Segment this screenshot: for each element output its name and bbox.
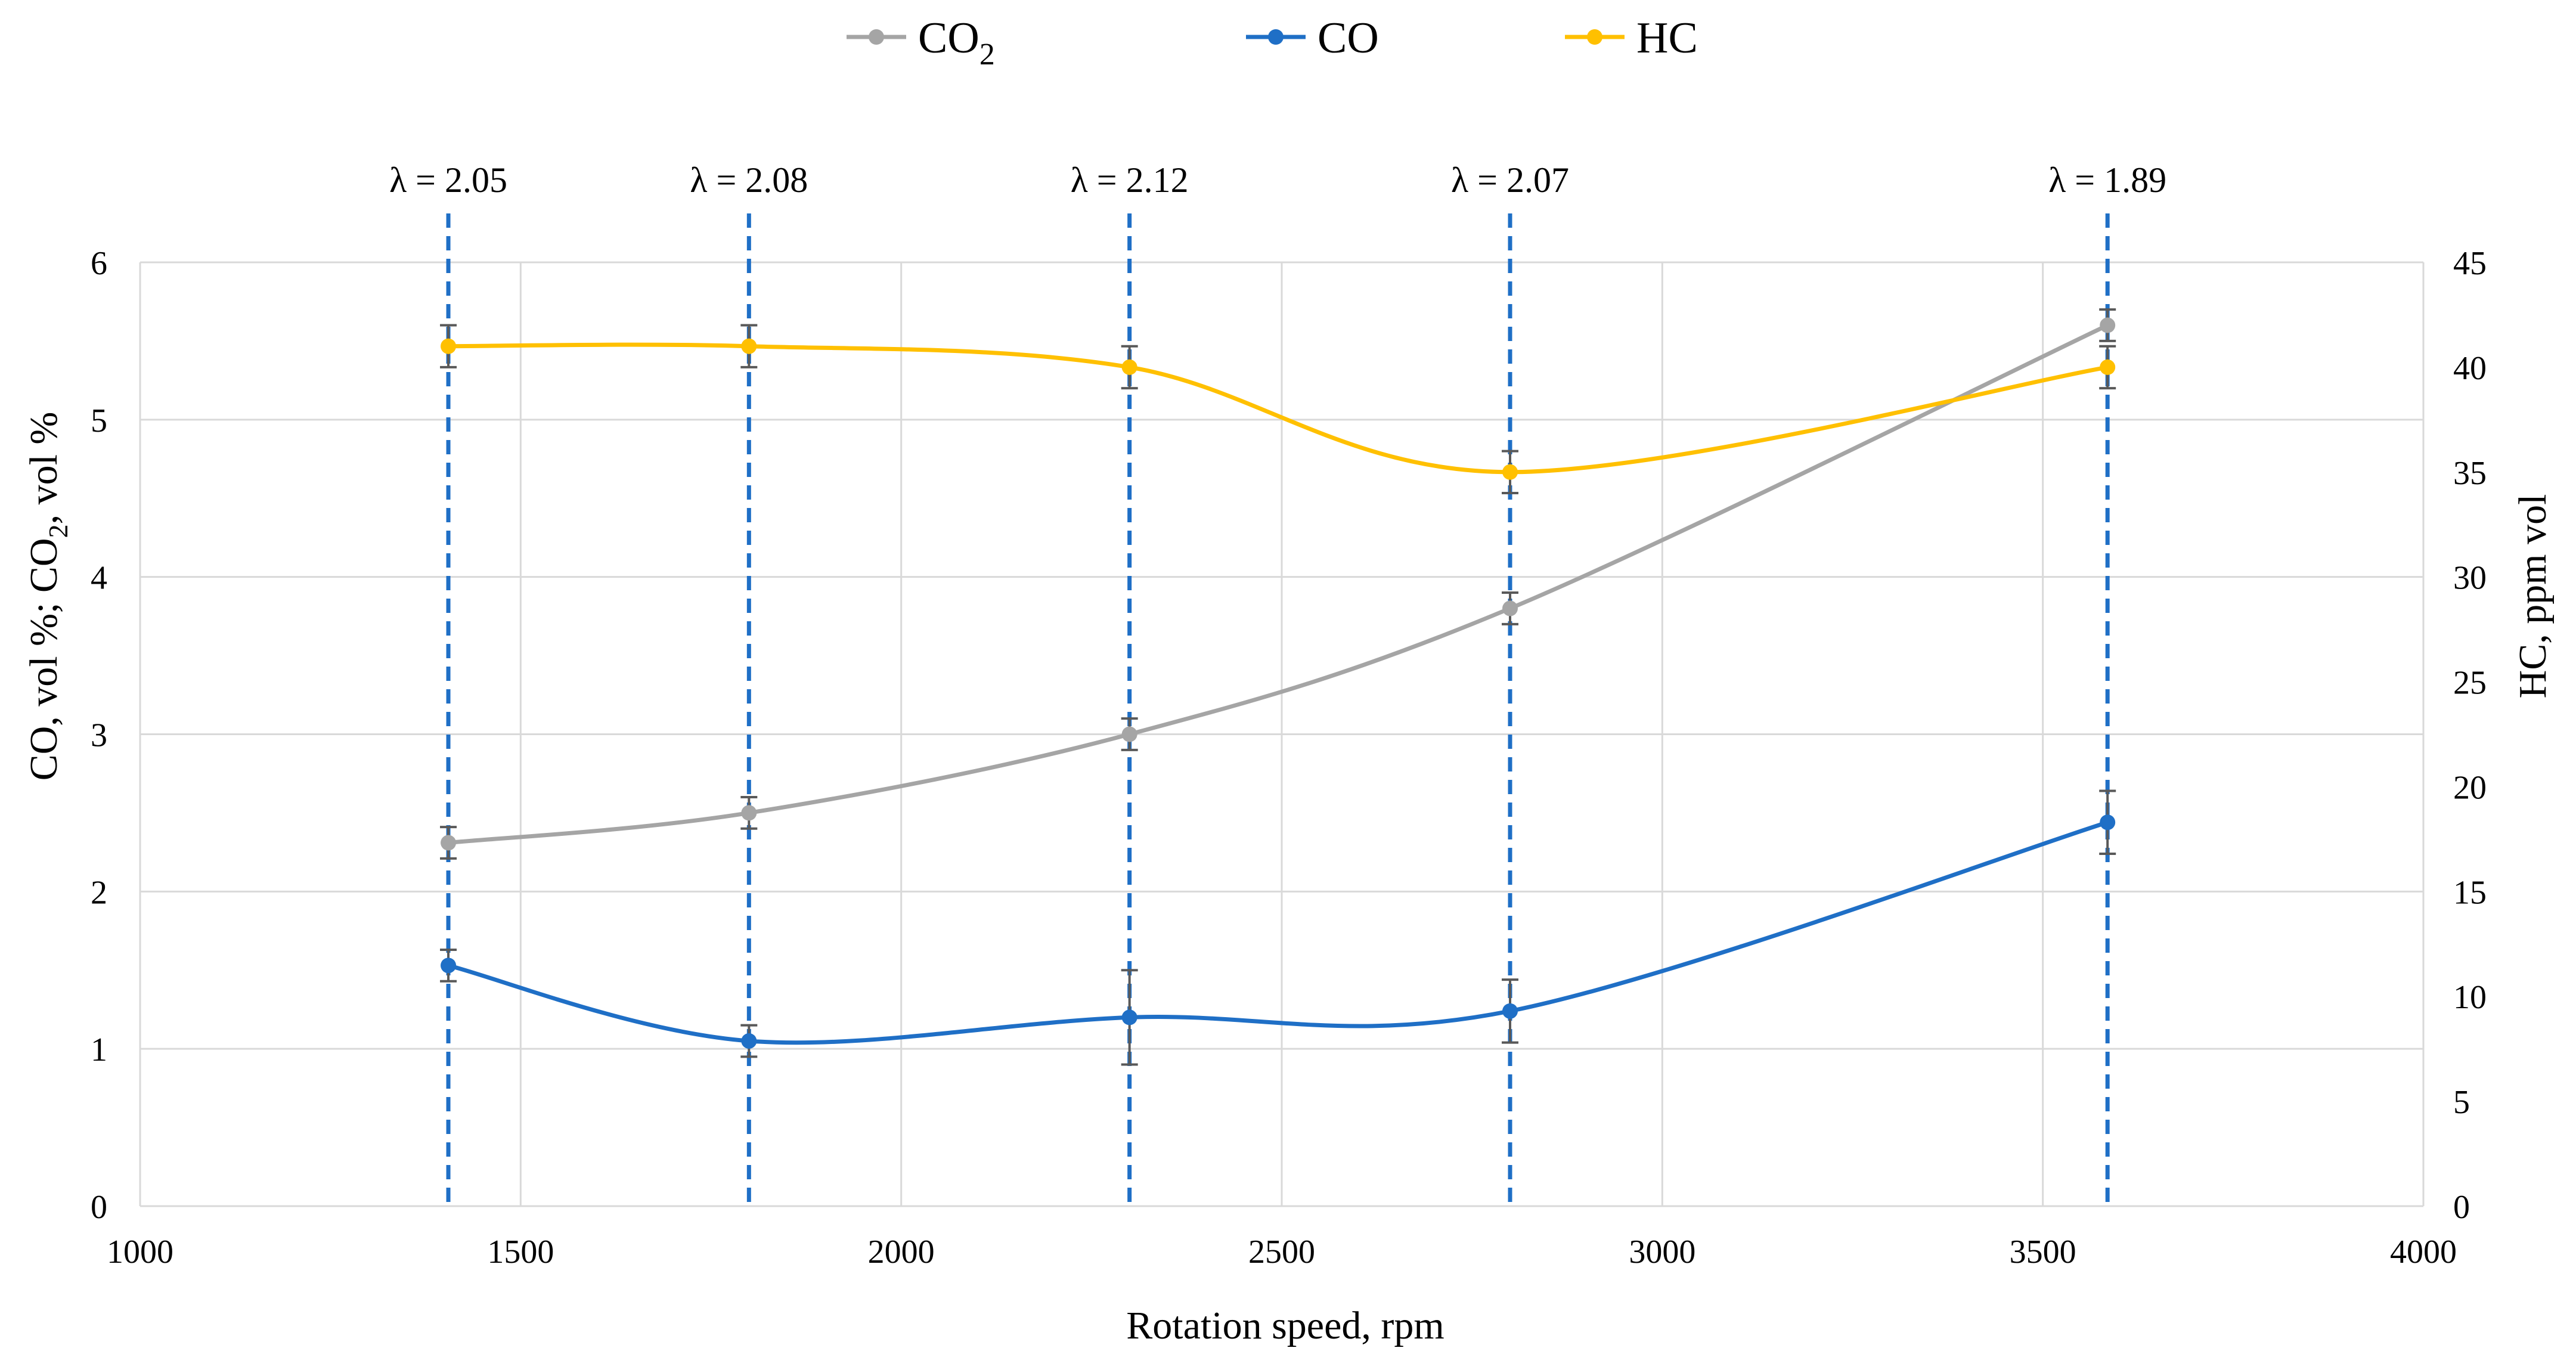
x-tick-label: 1000 [107,1234,173,1271]
legend-marker [869,29,884,45]
y-left-tick-label: 5 [91,402,107,439]
x-tick-label: 2000 [868,1234,935,1271]
legend-label: HC [1636,14,1698,63]
y-axis-title-right: HC, ppm vol [2511,494,2555,699]
data-point-co [1121,1009,1137,1025]
y-right-tick-label: 5 [2453,1084,2470,1121]
lambda-label: λ = 2.07 [1451,160,1569,200]
data-point-co2 [441,835,457,851]
y-axis-title-left: CO, vol %; CO2, vol % [22,412,73,781]
y-right-tick-label: 10 [2453,979,2487,1016]
series-line-co [448,820,2109,1045]
data-point-hc [2100,359,2116,375]
tick-layer: 1000 1500 2000 2500 3000 3500 4000012345605101… [91,245,2487,1271]
lambda-label: λ = 2.08 [690,160,808,200]
lambda-label: λ = 2.12 [1071,160,1189,200]
y-left-tick-label: 3 [91,717,107,754]
data-point-co [1502,1003,1518,1019]
data-point-co2 [741,805,757,821]
axis-layer [139,262,2425,1207]
x-tick-label: 3500 [2010,1234,2076,1271]
lambda-label: λ = 2.05 [389,160,507,200]
legend: CO2 CO HC [847,14,1698,72]
grid-layer [140,261,2425,1206]
legend-label: CO2 [918,14,995,72]
legend-marker [1587,29,1602,45]
legend-label-main: CO [1318,14,1379,63]
y-right-tick-label: 15 [2453,874,2487,911]
y-right-tick-label: 35 [2453,455,2487,492]
y-left-tick-label: 2 [91,874,107,911]
data-point-co2 [2100,317,2116,333]
legend-label-main: HC [1636,14,1698,63]
x-axis-title: Rotation speed, rpm [1126,1304,1444,1347]
series-line-hc [448,342,2108,475]
y-left-tick-label: 6 [91,245,107,282]
data-point-co2 [1121,726,1137,742]
data-point-hc [1121,359,1137,375]
data-point-hc [741,338,757,354]
x-tick-label: 2500 [1248,1234,1315,1271]
x-tick-label: 1500 [487,1234,554,1271]
x-tick-label: 4000 [2390,1234,2457,1271]
y-left-tick-label: 4 [91,560,107,597]
y-right-tick-label: 30 [2453,560,2487,597]
y-left-tick-label: 0 [91,1189,107,1226]
legend-marker [1268,29,1284,45]
data-point-co [741,1033,757,1049]
data-point-co [2100,814,2116,831]
legend-label: CO [1318,14,1379,63]
lambda-label: λ = 1.89 [2048,160,2166,200]
y-right-tick-label: 20 [2453,769,2487,806]
series-line-co2 [448,323,2109,845]
legend-label-sub: 2 [979,38,995,72]
y-right-tick-label: 45 [2453,245,2487,282]
legend-label-main: CO [918,14,979,63]
y-left-tick-label: 1 [91,1031,107,1068]
data-point-co [441,958,457,974]
y-right-tick-label: 40 [2453,350,2487,387]
y-right-tick-label: 25 [2453,665,2487,702]
data-point-hc [1502,464,1518,480]
series-layer [440,308,2116,1066]
x-tick-label: 3000 [1629,1234,1695,1271]
y-right-tick-label: 0 [2453,1189,2470,1226]
data-point-co2 [1502,600,1518,616]
data-point-hc [441,338,457,354]
